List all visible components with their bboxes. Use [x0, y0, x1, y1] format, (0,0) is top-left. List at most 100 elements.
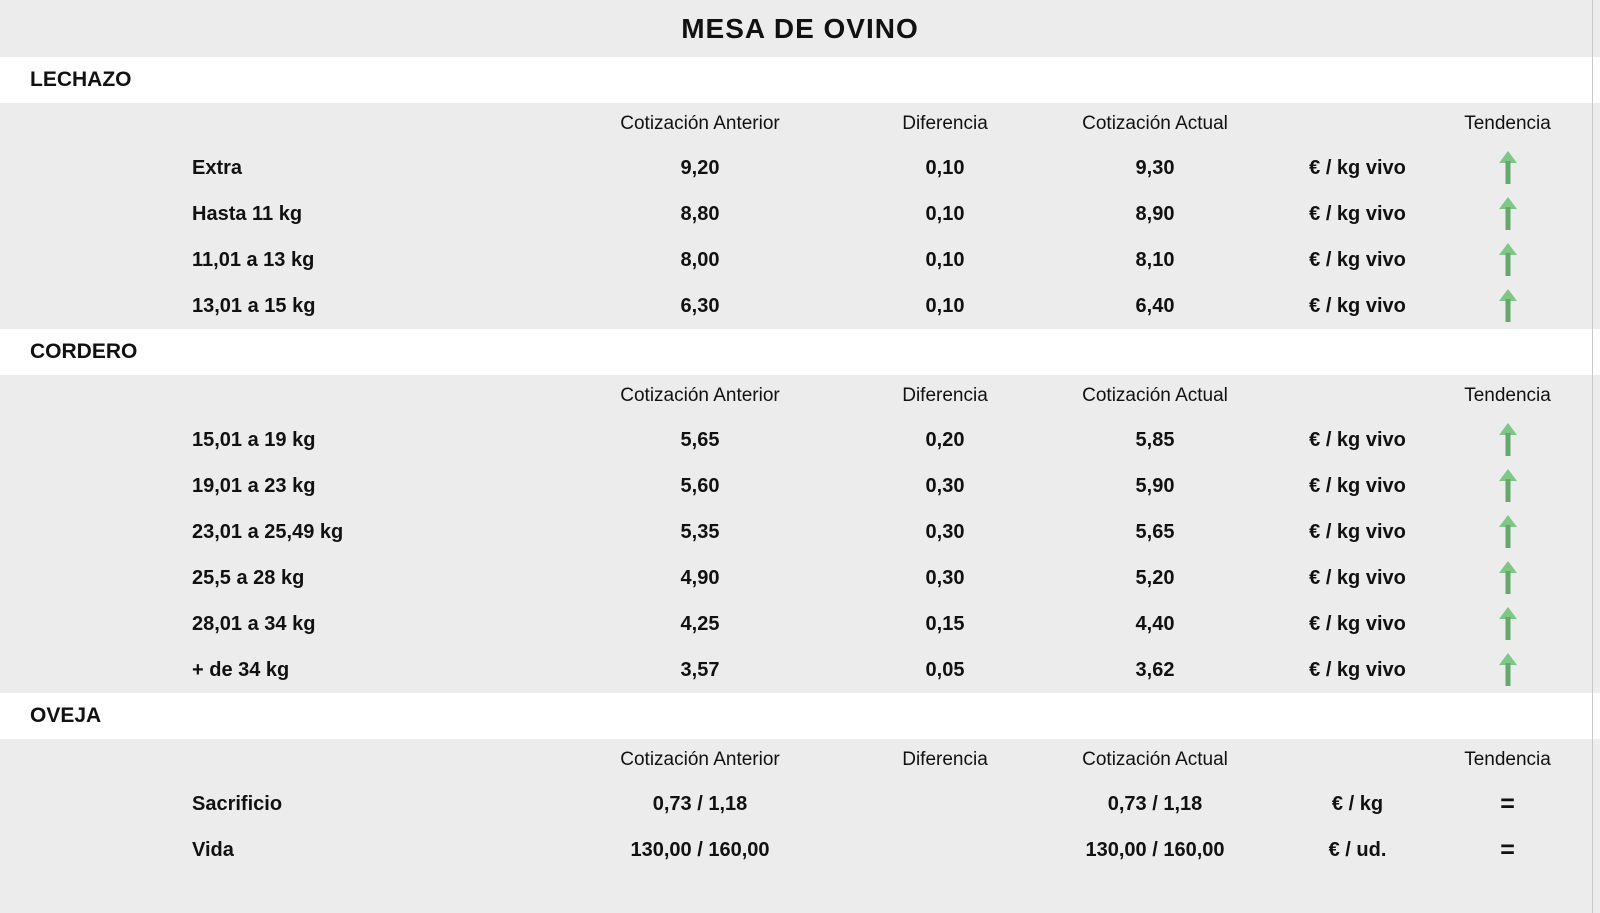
unit-cell: € / kg vivo	[1309, 520, 1406, 543]
sections-container: LECHAZO Cotización Anterior Diferencia Coti…	[0, 57, 1600, 873]
anterior-cell: 0,73 / 1,18	[652, 792, 748, 815]
column-header-diferencia: Diferencia	[902, 113, 988, 134]
trend-cell	[1415, 243, 1600, 277]
section-title: LECHAZO	[30, 68, 132, 91]
trend-equal-icon: =	[1500, 790, 1515, 818]
actual-cell: 130,00 / 160,00	[1085, 838, 1225, 861]
trend-up-icon	[1498, 653, 1517, 686]
row-label-cell: 25,5 a 28 kg	[192, 566, 305, 589]
diferencia-cell: 0,10	[925, 202, 965, 225]
trend-cell: =	[1415, 781, 1600, 827]
trend-up-icon	[1498, 243, 1517, 276]
diferencia-cell: 0,30	[925, 566, 965, 589]
unit-cell: € / kg vivo	[1309, 202, 1406, 225]
diferencia-cell: 0,10	[925, 294, 965, 317]
section-header-lechazo: LECHAZO	[0, 57, 1600, 103]
table-row: 13,01 a 15 kg 6,30 0,10 6,40 € / kg vivo	[0, 283, 1600, 329]
row-label-cell: 23,01 a 25,49 kg	[192, 520, 344, 543]
diferencia-cell: 0,05	[925, 658, 965, 681]
diferencia-cell: 0,30	[925, 474, 965, 497]
section-lechazo: LECHAZO Cotización Anterior Diferencia Coti…	[0, 57, 1600, 329]
column-header-actual: Cotización Actual	[1082, 749, 1228, 770]
trend-up-icon	[1498, 423, 1517, 456]
table-row: 15,01 a 19 kg 5,65 0,20 5,85 € / kg vivo	[0, 417, 1600, 463]
trend-equal-icon: =	[1500, 836, 1515, 864]
trend-cell	[1415, 151, 1600, 185]
actual-cell: 8,10	[1135, 248, 1175, 271]
column-header-row: Cotización Anterior Diferencia Cotización …	[0, 739, 1600, 781]
anterior-cell: 3,57	[680, 658, 720, 681]
column-header-tendencia: Tendencia	[1464, 749, 1551, 770]
diferencia-cell: 0,20	[925, 428, 965, 451]
actual-cell: 5,65	[1135, 520, 1175, 543]
row-label-cell: + de 34 kg	[192, 658, 290, 681]
unit-cell: € / kg vivo	[1309, 658, 1406, 681]
section-header-cordero: CORDERO	[0, 329, 1600, 375]
title-row: MESA DE OVINO	[0, 0, 1600, 57]
table-row: Sacrificio 0,73 / 1,18 0,73 / 1,18 € / kg =	[0, 781, 1600, 827]
diferencia-cell: 0,10	[925, 248, 965, 271]
unit-cell: € / kg vivo	[1309, 156, 1406, 179]
unit-cell: € / kg	[1331, 792, 1384, 815]
anterior-cell: 8,80	[680, 202, 720, 225]
row-label-cell: 19,01 a 23 kg	[192, 474, 316, 497]
unit-cell: € / kg vivo	[1309, 612, 1406, 635]
unit-cell: € / ud.	[1328, 838, 1387, 861]
table-row: + de 34 kg 3,57 0,05 3,62 € / kg vivo	[0, 647, 1600, 693]
anterior-cell: 4,90	[680, 566, 720, 589]
trend-cell: =	[1415, 827, 1600, 873]
table-right-border	[1592, 0, 1593, 913]
trend-cell	[1415, 423, 1600, 457]
section-oveja: OVEJA Cotización Anterior Diferencia Cotiza…	[0, 693, 1600, 873]
row-label-cell: Vida	[192, 838, 234, 861]
actual-cell: 4,40	[1135, 612, 1175, 635]
column-header-anterior: Cotización Anterior	[620, 113, 780, 134]
table-row: Vida 130,00 / 160,00 130,00 / 160,00 € / ud…	[0, 827, 1600, 873]
diferencia-cell: 0,10	[925, 156, 965, 179]
page-title: MESA DE OVINO	[681, 12, 919, 44]
anterior-cell: 130,00 / 160,00	[630, 838, 770, 861]
anterior-cell: 4,25	[680, 612, 720, 635]
actual-cell: 5,85	[1135, 428, 1175, 451]
actual-cell: 9,30	[1135, 156, 1175, 179]
trend-up-icon	[1498, 469, 1517, 502]
trend-up-icon	[1498, 561, 1517, 594]
anterior-cell: 9,20	[680, 156, 720, 179]
column-header-anterior: Cotización Anterior	[620, 385, 780, 406]
trend-cell	[1415, 289, 1600, 323]
actual-cell: 5,20	[1135, 566, 1175, 589]
trend-cell	[1415, 469, 1600, 503]
table-row: 11,01 a 13 kg 8,00 0,10 8,10 € / kg vivo	[0, 237, 1600, 283]
actual-cell: 5,90	[1135, 474, 1175, 497]
anterior-cell: 5,60	[680, 474, 720, 497]
actual-cell: 6,40	[1135, 294, 1175, 317]
trend-up-icon	[1498, 289, 1517, 322]
unit-cell: € / kg vivo	[1309, 474, 1406, 497]
trend-cell	[1415, 561, 1600, 595]
anterior-cell: 5,65	[680, 428, 720, 451]
section-title: OVEJA	[30, 704, 102, 727]
column-header-diferencia: Diferencia	[902, 385, 988, 406]
row-label-cell: Extra	[192, 156, 243, 179]
section-title: CORDERO	[30, 340, 138, 363]
table-row: Hasta 11 kg 8,80 0,10 8,90 € / kg vivo	[0, 191, 1600, 237]
anterior-cell: 5,35	[680, 520, 720, 543]
table-row: Extra 9,20 0,10 9,30 € / kg vivo	[0, 145, 1600, 191]
actual-cell: 0,73 / 1,18	[1107, 792, 1203, 815]
trend-up-icon	[1498, 607, 1517, 640]
unit-cell: € / kg vivo	[1309, 566, 1406, 589]
column-header-tendencia: Tendencia	[1464, 385, 1551, 406]
table-row: 23,01 a 25,49 kg 5,35 0,30 5,65 € / kg vivo	[0, 509, 1600, 555]
trend-cell	[1415, 515, 1600, 549]
actual-cell: 3,62	[1135, 658, 1175, 681]
trend-up-icon	[1498, 151, 1517, 184]
unit-cell: € / kg vivo	[1309, 428, 1406, 451]
column-header-tendencia: Tendencia	[1464, 113, 1551, 134]
column-header-anterior: Cotización Anterior	[620, 749, 780, 770]
row-label-cell: Sacrificio	[192, 792, 283, 815]
trend-cell	[1415, 607, 1600, 641]
diferencia-cell: 0,30	[925, 520, 965, 543]
trend-up-icon	[1498, 197, 1517, 230]
unit-cell: € / kg vivo	[1309, 294, 1406, 317]
